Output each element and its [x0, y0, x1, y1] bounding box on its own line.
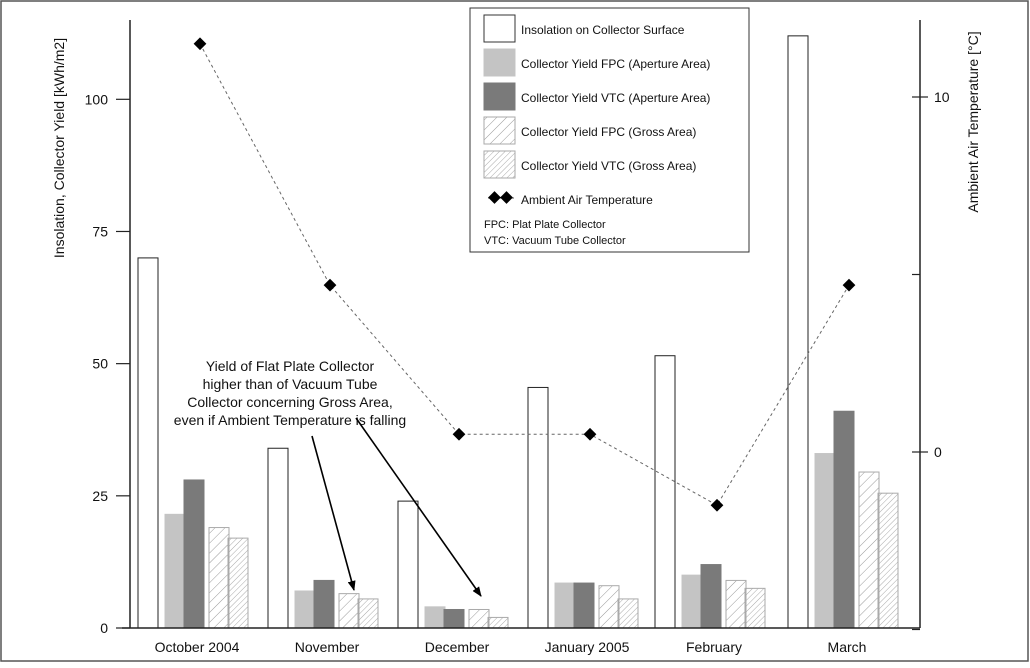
temperature-marker-january-2005 — [583, 427, 597, 441]
left-tick-label-100: 100 — [85, 91, 109, 107]
right-tick-label-0: 0 — [934, 444, 942, 460]
bar-collector-yield-fpc-aperture-area-november — [294, 590, 316, 629]
temperature-marker-october-2004 — [193, 37, 207, 51]
bar-collector-yield-fpc-gross-area-december — [468, 608, 490, 629]
legend-note-vtc: VTC: Vacuum Tube Collector — [484, 235, 626, 247]
legend-swatch-vtc-gross — [483, 150, 516, 179]
annotation-line-2: higher than of Vacuum Tube — [203, 376, 378, 392]
legend-label-fpc-gross: Collector Yield FPC (Gross Area) — [521, 125, 696, 139]
legend: Insolation on Collector Surface Collecto… — [469, 7, 750, 253]
bar-collector-yield-fpc-aperture-area-december — [424, 606, 446, 629]
bar-collector-yield-vtc-aperture-area-february — [700, 564, 722, 629]
bar-collector-yield-fpc-gross-area-january-2005 — [598, 585, 620, 629]
legend-marker-temperature-2 — [500, 191, 513, 204]
bar-insolation-on-collector-surface-october-2004 — [137, 257, 159, 629]
legend-label-fpc-aperture: Collector Yield FPC (Aperture Area) — [521, 57, 710, 71]
annotation-line-1: Yield of Flat Plate Collector — [206, 358, 375, 374]
annotation-arrow-december — [355, 417, 482, 597]
category-label-january-2005: January 2005 — [545, 639, 630, 655]
temperature-marker-november — [323, 278, 337, 292]
left-tick-label-0: 0 — [100, 620, 108, 636]
legend-label-insolation: Insolation on Collector Surface — [521, 23, 685, 37]
bar-insolation-on-collector-surface-december — [397, 500, 419, 629]
bar-collector-yield-vtc-aperture-area-december — [443, 608, 465, 629]
right-tick-label-10: 10 — [934, 89, 950, 105]
category-label-december: December — [425, 639, 490, 655]
bar-collector-yield-vtc-gross-area-february — [744, 587, 766, 629]
bar-insolation-on-collector-surface-february — [654, 355, 676, 629]
bar-collector-yield-fpc-aperture-area-october-2004 — [164, 513, 186, 629]
bar-collector-yield-vtc-gross-area-october-2004 — [227, 537, 249, 629]
bar-collector-yield-vtc-aperture-area-march — [833, 410, 855, 629]
bar-insolation-on-collector-surface-january-2005 — [527, 386, 549, 629]
legend-swatch-fpc-gross — [483, 116, 516, 145]
bar-collector-yield-vtc-gross-area-december — [487, 616, 509, 629]
annotation: Yield of Flat Plate Collector higher tha… — [174, 358, 482, 597]
annotation-arrow-november — [311, 435, 356, 591]
bar-collector-yield-vtc-gross-area-january-2005 — [617, 598, 639, 629]
bar-collector-yield-vtc-aperture-area-october-2004 — [183, 479, 205, 629]
legend-marker-temperature-1 — [488, 191, 501, 204]
temperature-marker-february — [710, 498, 724, 512]
category-label-october-2004: October 2004 — [155, 639, 240, 655]
bar-collector-yield-vtc-gross-area-march — [877, 492, 899, 629]
legend-label-temperature: Ambient Air Temperature — [521, 193, 653, 207]
left-tick-label-75: 75 — [92, 223, 108, 239]
legend-swatch-fpc-aperture — [483, 48, 516, 77]
legend-label-vtc-aperture: Collector Yield VTC (Aperture Area) — [521, 91, 710, 105]
bar-collector-yield-fpc-gross-area-november — [338, 593, 360, 629]
category-label-march: March — [828, 639, 867, 655]
legend-swatch-vtc-aperture — [483, 82, 516, 111]
legend-label-vtc-gross: Collector Yield VTC (Gross Area) — [521, 159, 696, 173]
temperature-line-path — [199, 43, 850, 506]
legend-swatch-insolation — [483, 14, 516, 43]
category-label-february: February — [686, 639, 742, 655]
temperature-marker-december — [452, 427, 466, 441]
annotation-line-3: Collector concerning Gross Area, — [187, 394, 392, 410]
bar-collector-yield-fpc-aperture-area-january-2005 — [554, 582, 576, 629]
bar-collector-yield-vtc-aperture-area-november — [313, 579, 335, 629]
bar-collector-yield-fpc-aperture-area-february — [681, 574, 703, 629]
bar-collector-yield-vtc-gross-area-november — [357, 598, 379, 629]
left-tick-label-50: 50 — [92, 356, 108, 372]
category-label-november: November — [295, 639, 360, 655]
left-axis-title: Insolation, Collector Yield [kWh/m2] — [51, 38, 67, 258]
bar-collector-yield-fpc-gross-area-march — [858, 471, 880, 629]
bars — [137, 35, 899, 629]
legend-note-fpc: FPC: Plat Plate Collector — [484, 219, 606, 231]
legend-box — [469, 7, 750, 253]
bar-collector-yield-fpc-gross-area-february — [725, 579, 747, 629]
bar-collector-yield-fpc-gross-area-october-2004 — [208, 527, 230, 629]
right-axis-title: Ambient Air Temperature [°C] — [965, 31, 981, 212]
bar-insolation-on-collector-surface-march — [787, 35, 809, 629]
bar-collector-yield-vtc-aperture-area-january-2005 — [573, 582, 595, 629]
axes: 0 25 50 75 100 0 10 October 2004 November Decembe… — [85, 20, 950, 655]
left-tick-label-25: 25 — [92, 488, 108, 504]
bar-collector-yield-fpc-aperture-area-march — [814, 453, 836, 629]
annotation-line-4: even if Ambient Temperature is falling — [174, 412, 406, 428]
bar-insolation-on-collector-surface-november — [267, 447, 289, 629]
temperature-marker-march — [842, 278, 856, 292]
